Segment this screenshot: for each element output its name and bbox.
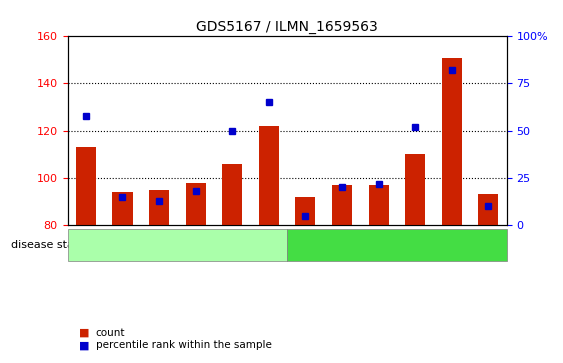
Bar [369, 185, 388, 225]
Bar [186, 183, 205, 225]
Text: ■: ■ [79, 340, 90, 351]
Title: GDS5167 / ILMN_1659563: GDS5167 / ILMN_1659563 [196, 20, 378, 34]
Bar [296, 197, 315, 225]
Bar [222, 164, 242, 225]
Bar [405, 154, 425, 225]
Text: obese diabetic: obese diabetic [137, 240, 218, 250]
Text: count: count [96, 328, 125, 338]
Text: ■: ■ [79, 328, 90, 338]
Bar [332, 185, 352, 225]
Text: percentile rank within the sample: percentile rank within the sample [96, 340, 271, 351]
Bar [113, 192, 132, 225]
Text: disease state ▶: disease state ▶ [11, 240, 97, 250]
Bar [442, 57, 462, 225]
Text: obese non-diabetic: obese non-diabetic [344, 240, 450, 250]
Bar [479, 194, 498, 225]
Bar [259, 126, 279, 225]
Bar [76, 147, 96, 225]
Bar [149, 189, 169, 225]
